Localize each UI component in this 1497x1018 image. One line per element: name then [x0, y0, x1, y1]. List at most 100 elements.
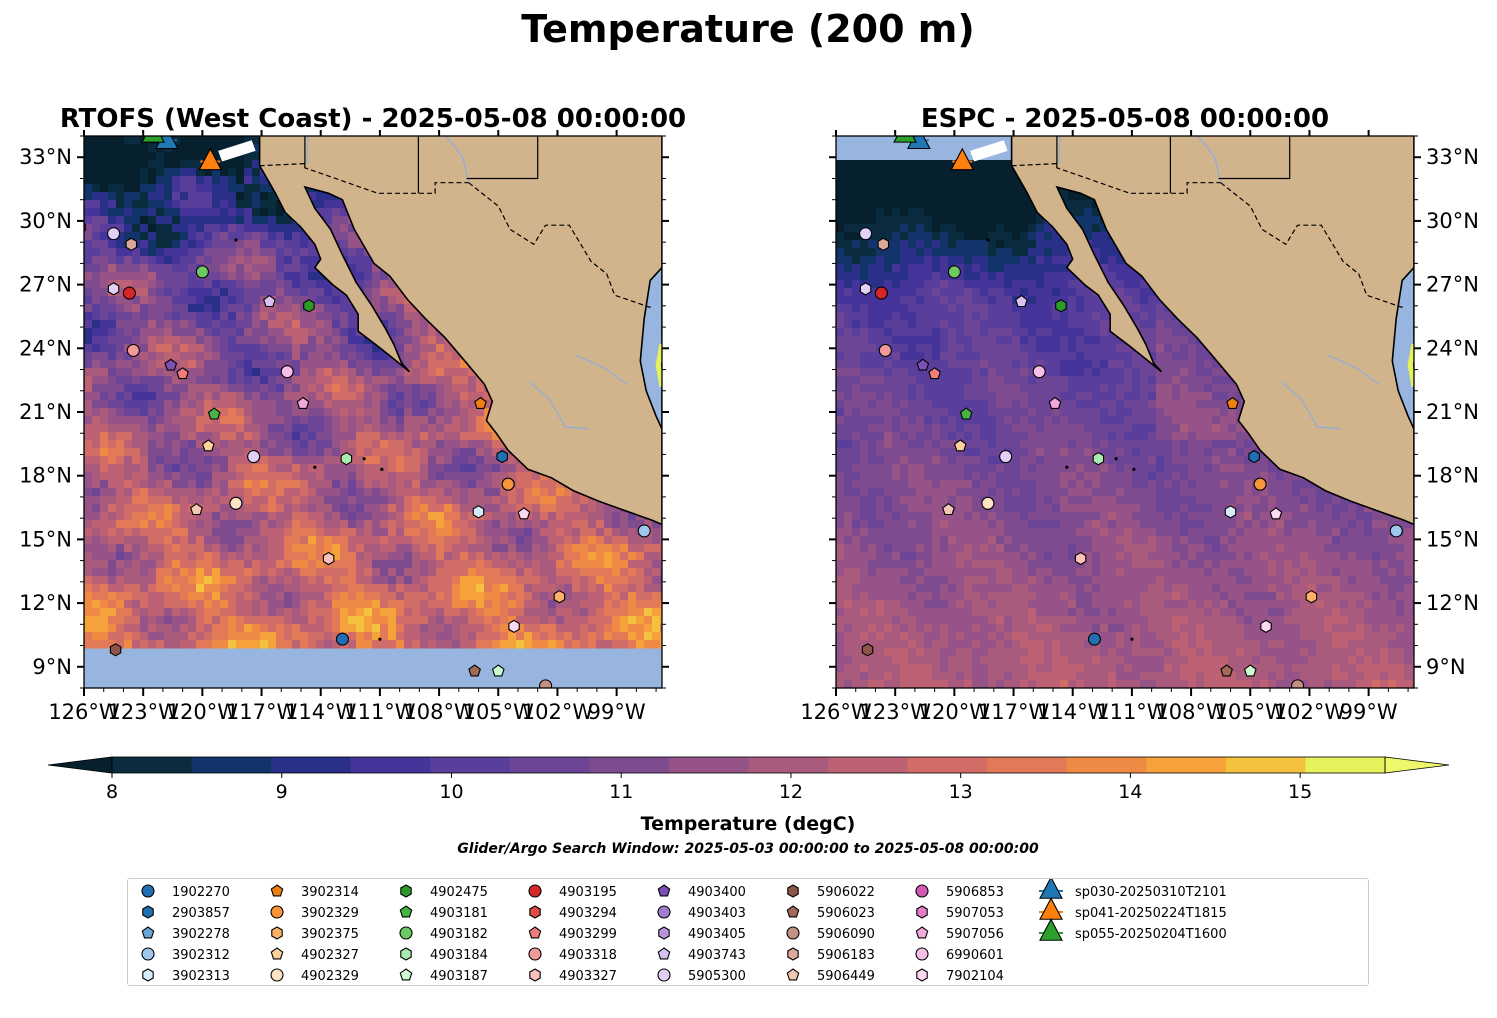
- legend-item: 4903299: [529, 927, 617, 942]
- legend-float-marker: [917, 969, 927, 981]
- float-4902329: [982, 497, 994, 509]
- legend-label: 4903299: [559, 927, 617, 942]
- float-7902104: [509, 620, 519, 632]
- legend-item: 4903318: [529, 948, 617, 963]
- legend-item: 5906853: [916, 885, 1004, 900]
- legend-item: 5906022: [788, 885, 875, 900]
- float-4903327: [1075, 553, 1085, 565]
- colorbar-segment: [1226, 757, 1306, 773]
- legend-float-marker: [530, 906, 540, 918]
- legend-item: 4903405: [659, 927, 746, 942]
- legend-item: 4903743: [658, 948, 746, 963]
- legend-float-marker: [916, 885, 928, 897]
- legend-float-marker: [530, 969, 540, 981]
- legend-label: 4903400: [688, 885, 746, 900]
- legend-glider-marker: [1040, 919, 1062, 940]
- float-5905300: [1000, 451, 1012, 463]
- legend-float-marker: [400, 969, 411, 980]
- float-7902104: [1261, 620, 1271, 632]
- legend-label: 5906022: [817, 885, 875, 900]
- legend-label: 3902313: [172, 969, 230, 984]
- legend-label: 4903182: [430, 927, 488, 942]
- float-3902375: [1306, 591, 1316, 603]
- legend-label: 3902312: [172, 948, 230, 963]
- island: [986, 238, 989, 241]
- legend-label: 4903195: [559, 885, 617, 900]
- legend-label: sp055-20250204T1600: [1075, 927, 1227, 942]
- espc-map-panel: ESPC - 2025-05-08 00:00:00126°W123°W120°…: [800, 104, 1479, 724]
- colorbar-tick-label: 15: [1288, 781, 1312, 803]
- legend-item: 2903857: [143, 906, 230, 921]
- colorbar-tick-label: 12: [779, 781, 803, 803]
- legend-float-marker: [271, 906, 283, 918]
- lat-tick-label: 21°N: [1426, 400, 1479, 424]
- legend-item: 4903294: [530, 906, 617, 921]
- float-3902313: [1225, 506, 1235, 518]
- legend-canvas: 1902270 2903857 3902278 3902312 3902313 39023…: [128, 879, 1368, 985]
- float-4903318: [127, 344, 139, 356]
- float-4903195: [875, 287, 887, 299]
- lon-tick-label: 99°W: [588, 700, 646, 724]
- legend-label: 4903318: [559, 948, 617, 963]
- legend-float-marker: [271, 885, 282, 896]
- legend-item: 4903327: [530, 969, 617, 984]
- lat-tick-label: 33°N: [19, 145, 72, 169]
- panel-title: ESPC - 2025-05-08 00:00:00: [921, 104, 1329, 134]
- map-area: [75, 121, 669, 692]
- legend-item: 3902329: [271, 906, 359, 921]
- legend-float-marker: [529, 948, 541, 960]
- lon-tick-label: 102°W: [522, 700, 594, 724]
- float-2903857: [497, 451, 507, 463]
- legend-label: 5906853: [946, 885, 1004, 900]
- legend-label: 3902314: [301, 885, 359, 900]
- lon-tick-label: 99°W: [1340, 700, 1398, 724]
- lat-tick-label: 12°N: [1426, 591, 1479, 615]
- legend-label: 1902270: [172, 885, 230, 900]
- legend-item: 5907056: [916, 927, 1004, 942]
- legend-float-marker: [143, 906, 153, 918]
- float-3902312: [638, 525, 650, 537]
- float-3902329: [1254, 478, 1266, 490]
- colorbar-tick-label: 9: [276, 781, 288, 803]
- float-4902475: [304, 300, 314, 312]
- legend-float-marker: [271, 948, 282, 959]
- legend-float-marker: [272, 927, 282, 939]
- legend-float-marker: [787, 927, 799, 939]
- float-marker: [108, 228, 120, 240]
- legend-label: 4903181: [430, 906, 488, 921]
- float-4903195: [123, 287, 135, 299]
- float-3902329: [502, 478, 514, 490]
- legend-float-marker: [917, 906, 927, 918]
- float-5905300: [248, 451, 260, 463]
- legend-item: 3902278: [142, 927, 230, 942]
- legend-float-marker: [143, 969, 153, 981]
- float-marker: [860, 228, 872, 240]
- lat-tick-label: 24°N: [1426, 336, 1479, 360]
- legend-float-marker: [658, 948, 669, 959]
- legend-label: 5907056: [946, 927, 1004, 942]
- legend-label: 4903294: [559, 906, 617, 921]
- colorbar-segment: [987, 757, 1067, 773]
- float-4903182: [196, 266, 208, 278]
- float-4903184: [341, 453, 351, 465]
- legend-item: 4903403: [658, 906, 746, 921]
- island: [378, 638, 381, 641]
- float-3902312: [1390, 525, 1402, 537]
- colorbar-segment: [112, 757, 192, 773]
- island: [1115, 457, 1118, 460]
- colorbar-segment: [430, 757, 510, 773]
- legend-float-marker: [142, 885, 154, 897]
- float-1902270: [336, 633, 348, 645]
- legend-float-marker: [400, 906, 411, 917]
- lat-tick-label: 15°N: [1426, 527, 1479, 551]
- island: [234, 238, 237, 241]
- legend-item: 4903400: [658, 885, 746, 900]
- lat-tick-label: 21°N: [19, 400, 72, 424]
- lat-tick-label: 30°N: [1426, 209, 1479, 233]
- legend-label: 2903857: [172, 906, 230, 921]
- legend-label: 5906449: [817, 969, 875, 984]
- colorbar-label: Temperature (degC): [641, 813, 856, 835]
- island: [1132, 468, 1135, 471]
- lat-tick-label: 9°N: [1426, 655, 1466, 679]
